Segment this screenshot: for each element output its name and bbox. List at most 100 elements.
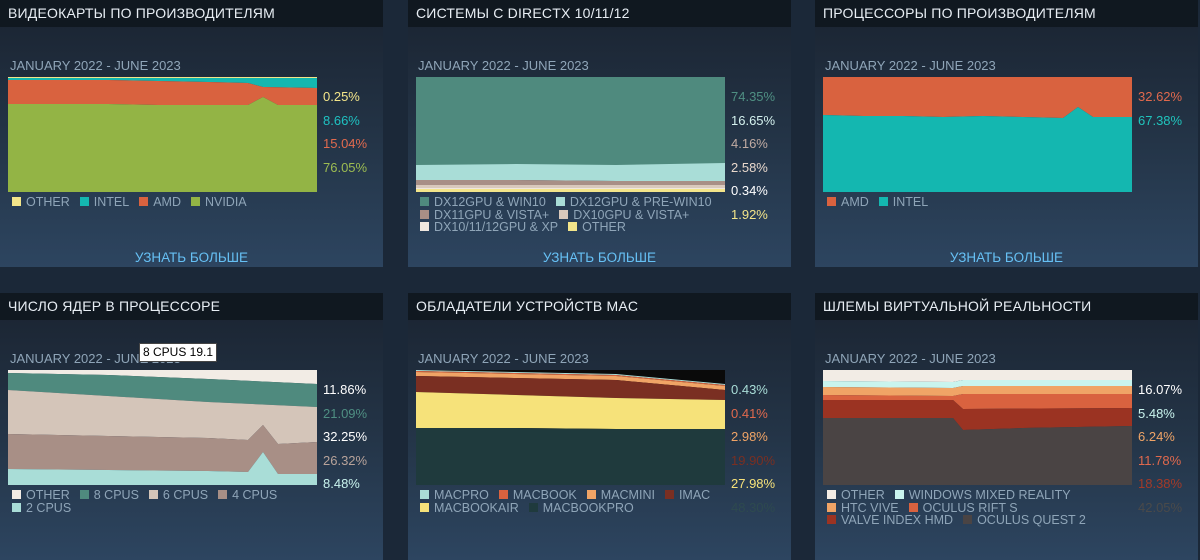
legend-item[interactable]: AMD [827,196,869,209]
legend-item[interactable]: MACBOOKPRO [528,501,634,515]
legend-swatch [420,197,429,206]
legend-swatch [878,197,888,206]
value-label: 32.25% [323,429,368,444]
value-label: 11.78% [1138,452,1182,468]
legend-swatch [420,222,429,231]
legend-swatch [218,490,228,499]
legend-item[interactable]: VALVE INDEX HMD [827,514,953,527]
legend-item[interactable]: DX10GPU & VISTA+ [559,207,690,222]
legend-label: OTHER [841,488,885,502]
gpu-area-chart[interactable] [8,77,317,192]
legend-item[interactable]: 4 CPUS [218,489,277,502]
legend-swatch [963,515,973,524]
legend-item[interactable]: NVIDIA [190,195,247,209]
legend-item[interactable]: 6 CPUS [148,489,208,502]
learn-more-link[interactable]: УЗНАТЬ БОЛЬШЕ [542,250,657,265]
dx11-vista-area [416,180,725,185]
panel-title: СИСТЕМЫ С DIRECTX 10/11/12 [408,0,791,27]
legend-label: WINDOWS MIXED REALITY [908,488,1071,502]
legend-item[interactable]: 2 CPUS [12,501,71,515]
legend-swatch [528,502,538,512]
legend-item[interactable]: HTC VIVE [827,501,899,515]
cores-2cpus-area [8,452,317,485]
panel-directx: СИСТЕМЫ С DIRECTX 10/11/12 JANUARY 2022 … [408,0,791,267]
directx-area-chart[interactable] [416,77,725,192]
cores-6cpus-area [8,390,317,444]
legend-label: NVIDIA [204,195,247,209]
value-list: 32.62% 67.38% [1138,89,1198,136]
legend-item[interactable]: DX12GPU & WIN10 [420,196,546,209]
legend-swatch [559,209,569,219]
legend-swatch [79,197,89,206]
legend-swatch [420,490,429,499]
value-label: 26.32% [323,452,368,468]
legend-item[interactable]: 8 CPUS [79,489,139,502]
date-range-label: JANUARY 2022 - JUNE 2023 [10,351,181,366]
value-list: 0.43% 0.41% 2.98% 19.90% 27.98% 48.30% [731,382,791,523]
macbookair-area [416,392,725,429]
macbookpro-area [416,428,725,485]
vr-htcvive-area [823,386,1132,396]
value-label: 1.92% [731,206,768,222]
legend-item[interactable]: INTEL [79,196,129,209]
legend-item[interactable]: DX12GPU & PRE-WIN10 [555,195,712,209]
value-list: 0.25% 8.66% 15.04% 76.05% [323,89,383,183]
legend-item[interactable]: IMAC [664,488,711,502]
legend-item[interactable]: DX10/11/12GPU & XP [420,221,558,234]
legend: OTHER INTEL AMD NVIDIA [12,196,322,209]
cores-area-chart[interactable] [8,370,317,485]
legend-item[interactable]: INTEL [878,196,928,209]
dx12-win10-area [416,77,725,165]
legend-item[interactable]: WINDOWS MIXED REALITY [894,488,1071,502]
cores-8cpus-area [8,373,317,407]
legend-label: MACBOOKAIR [434,500,519,515]
legend-label: VALVE INDEX HMD [841,513,954,527]
legend-label: MACBOOK [512,488,577,502]
value-label: 0.41% [731,405,768,421]
legend-item[interactable]: OCULUS QUEST 2 [963,514,1086,527]
value-label: 74.35% [731,89,776,104]
legend-label: IMAC [678,488,711,502]
value-label: 4.16% [731,136,768,151]
macpro-area [416,370,725,385]
legend-label: OTHER [26,195,70,209]
legend-item[interactable]: AMD [139,196,181,209]
panel-cpu-vendors: ПРОЦЕССОРЫ ПО ПРОИЗВОДИТЕЛЯМ JANUARY 202… [815,0,1198,267]
cpu-area-chart[interactable] [823,77,1132,192]
gpu-amd-area [8,80,317,105]
vr-other-area [823,370,1132,382]
legend-label: DX12GPU & PRE-WIN10 [569,195,712,209]
value-label: 8.66% [323,112,360,128]
hover-tooltip: 8 CPUS 19.1 [139,343,218,362]
legend-item[interactable]: OTHER [12,196,70,209]
legend-item[interactable]: OTHER [568,221,626,234]
legend-item[interactable]: MACMINI [586,489,655,502]
legend-label: DX12GPU & WIN10 [434,195,546,209]
legend-item[interactable]: OTHER [12,489,70,502]
legend-swatch [586,490,596,499]
value-label: 19.90% [731,452,776,468]
legend-label: DX10GPU & VISTA+ [573,207,690,222]
legend-item[interactable]: DX11GPU & VISTA+ [420,208,549,222]
dx12-prewin10-area [416,163,725,181]
legend-swatch [827,502,836,512]
value-label: 16.07% [1138,382,1183,397]
legend-swatch [894,490,904,499]
panel-title: ЧИСЛО ЯДЕР В ПРОЦЕССОРЕ [0,293,383,320]
learn-more-link[interactable]: УЗНАТЬ БОЛЬШЕ [949,250,1064,265]
legend-item[interactable]: OTHER [827,489,885,502]
value-label: 5.48% [1138,405,1175,421]
legend-item[interactable]: MACPRO [420,489,489,502]
legend-item[interactable]: MACBOOKAIR [420,500,519,515]
value-label: 2.98% [731,429,768,444]
learn-more-link[interactable]: УЗНАТЬ БОЛЬШЕ [134,250,249,265]
value-list: 16.07% 5.48% 6.24% 11.78% 18.38% 42.05% [1138,382,1198,523]
panel-title: ПРОЦЕССОРЫ ПО ПРОИЗВОДИТЕЛЯМ [815,0,1198,27]
vr-area-chart[interactable] [823,370,1132,485]
dx-xp-area [416,188,725,189]
legend-item[interactable]: OCULUS RIFT S [908,501,1018,515]
value-label: 2.58% [731,159,768,175]
legend-item[interactable]: MACBOOK [498,488,577,502]
legend-swatch [827,197,836,206]
mac-area-chart[interactable] [416,370,725,485]
